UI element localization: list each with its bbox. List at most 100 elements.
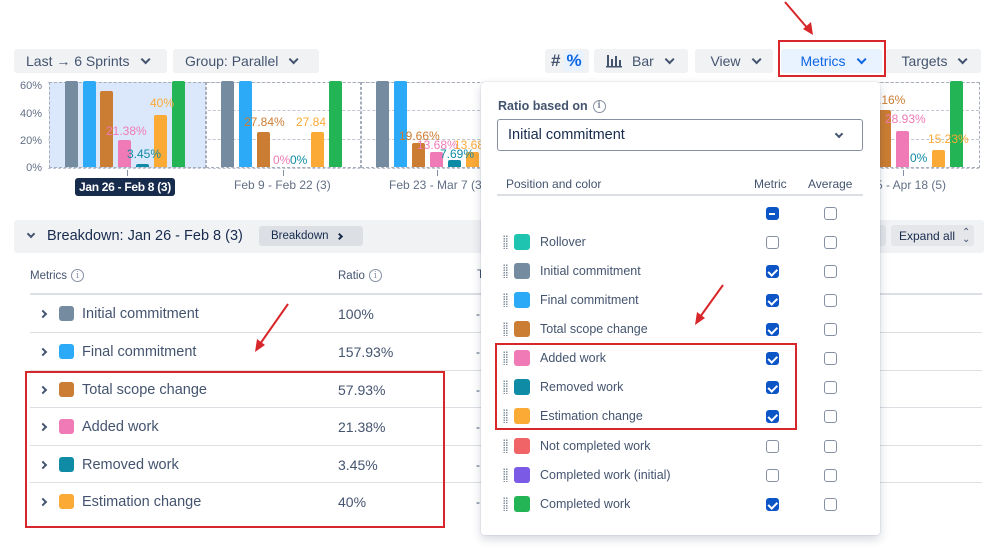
expand-row-icon[interactable] xyxy=(38,497,48,506)
bar-final-commitment[interactable] xyxy=(83,81,96,167)
targets-dropdown[interactable]: Targets xyxy=(885,49,981,73)
number-percent-toggle[interactable]: # % xyxy=(545,49,589,73)
color-swatch[interactable] xyxy=(514,234,530,250)
info-icon[interactable]: i xyxy=(592,99,606,113)
expand-row-icon[interactable] xyxy=(38,460,48,469)
ratio-based-on-select[interactable]: Initial commitment xyxy=(497,119,863,151)
metric-checkbox[interactable] xyxy=(766,440,779,453)
chart-group-apr[interactable]: .16% 28.93% 0% 15.23% xyxy=(870,81,980,168)
drag-handle-icon[interactable] xyxy=(503,351,508,365)
metric-checkbox[interactable] xyxy=(766,469,779,482)
percent-mode-button[interactable]: % xyxy=(564,51,584,71)
metric-checkbox[interactable] xyxy=(766,381,779,394)
drag-handle-icon[interactable] xyxy=(503,409,508,423)
average-checkbox[interactable] xyxy=(824,440,837,453)
metrics-dropdown[interactable]: Metrics xyxy=(781,49,882,73)
average-checkbox[interactable] xyxy=(824,410,837,423)
table-row[interactable]: Initial commitment 100% - xyxy=(30,295,480,332)
expand-row-icon[interactable] xyxy=(38,385,48,394)
metric-checkbox[interactable] xyxy=(766,323,779,336)
select-all-metric-checkbox[interactable] xyxy=(766,207,779,220)
sprint-range-dropdown[interactable]: Last → 6 Sprints xyxy=(14,49,167,73)
bar-total-scope-change[interactable] xyxy=(257,132,270,167)
table-row[interactable]: Removed work 3.45% - xyxy=(30,446,480,483)
bar-removed-work[interactable] xyxy=(448,160,461,167)
drag-handle-icon[interactable] xyxy=(503,380,508,394)
chart-type-dropdown[interactable]: Bar xyxy=(594,49,688,73)
bar-estimation-change[interactable] xyxy=(466,152,479,167)
expand-row-icon[interactable] xyxy=(38,347,48,356)
color-swatch[interactable] xyxy=(514,379,530,395)
bar-total-scope-change[interactable] xyxy=(412,143,425,167)
drag-handle-icon[interactable] xyxy=(503,322,508,336)
expand-all-button[interactable]: Expand all ⌃ ⌄ xyxy=(891,225,974,246)
color-swatch[interactable] xyxy=(514,263,530,279)
color-swatch[interactable] xyxy=(514,438,530,454)
drag-handle-icon[interactable] xyxy=(503,235,508,249)
metric-checkbox[interactable] xyxy=(766,498,779,511)
average-checkbox[interactable] xyxy=(824,323,837,336)
color-swatch[interactable] xyxy=(514,321,530,337)
average-checkbox[interactable] xyxy=(824,381,837,394)
select-all-average-checkbox[interactable] xyxy=(824,207,837,220)
info-icon[interactable]: i xyxy=(368,269,382,282)
expand-row-icon[interactable] xyxy=(38,422,48,431)
chart-group-feb9[interactable]: 27.84% 0% 0% 27.84 xyxy=(206,81,361,168)
average-checkbox[interactable] xyxy=(824,236,837,249)
bar-final-commitment[interactable] xyxy=(394,81,407,167)
metric-checkbox[interactable] xyxy=(766,410,779,423)
drag-handle-icon[interactable] xyxy=(503,439,508,453)
drag-handle-icon[interactable] xyxy=(503,468,508,482)
bar-initial-commitment[interactable] xyxy=(376,81,389,167)
x-label-jan26[interactable]: Jan 26 - Feb 8 (3) xyxy=(75,178,175,196)
drag-handle-icon[interactable] xyxy=(503,264,508,278)
bar-added-work[interactable] xyxy=(896,131,909,167)
drag-handle-icon[interactable] xyxy=(503,497,508,511)
bar-completed-work[interactable] xyxy=(172,81,185,167)
average-checkbox[interactable] xyxy=(824,498,837,511)
bar-removed-work[interactable] xyxy=(136,164,149,167)
table-row[interactable]: Final commitment 157.93% - xyxy=(30,333,480,370)
bar-initial-commitment[interactable] xyxy=(221,81,234,167)
bar-estimation-change[interactable] xyxy=(932,150,945,167)
average-checkbox[interactable] xyxy=(824,352,837,365)
view-dropdown[interactable]: View xyxy=(695,49,773,73)
bar-estimation-change[interactable] xyxy=(154,115,167,167)
color-swatch[interactable] xyxy=(514,350,530,366)
metric-option-name: Estimation change xyxy=(540,409,643,423)
bar-added-work[interactable] xyxy=(430,152,443,167)
bar-completed-work[interactable] xyxy=(950,81,963,167)
metric-checkbox[interactable] xyxy=(766,352,779,365)
table-row[interactable]: Added work 21.38% - xyxy=(30,408,480,445)
number-mode-button[interactable]: # xyxy=(551,51,561,70)
expand-row-icon[interactable] xyxy=(38,309,48,318)
bar-final-commitment[interactable] xyxy=(239,81,252,167)
metric-checkbox[interactable] xyxy=(766,265,779,278)
bar-added-work[interactable] xyxy=(118,140,131,167)
x-label-feb9[interactable]: Feb 9 - Feb 22 (3) xyxy=(234,178,331,192)
bar-estimation-change[interactable] xyxy=(311,132,324,167)
bar-initial-commitment[interactable] xyxy=(65,81,78,167)
average-checkbox[interactable] xyxy=(824,294,837,307)
chart-group-feb23[interactable]: 19.66% 13.68% 7.69% 13.68 xyxy=(361,81,485,168)
bar-total-scope-change[interactable] xyxy=(100,91,113,167)
breakdown-button[interactable]: Breakdown xyxy=(259,226,363,246)
metric-checkbox[interactable] xyxy=(766,236,779,249)
table-row[interactable]: Total scope change 57.93% - xyxy=(30,371,480,408)
bar-completed-work[interactable] xyxy=(329,81,342,167)
color-swatch[interactable] xyxy=(514,496,530,512)
info-icon[interactable]: i xyxy=(71,269,85,282)
average-checkbox[interactable] xyxy=(824,469,837,482)
chart-group-jan26[interactable]: 21.38% 3.45% 40% xyxy=(49,81,206,168)
color-swatch[interactable] xyxy=(514,467,530,483)
color-swatch[interactable] xyxy=(514,408,530,424)
color-swatch[interactable] xyxy=(514,292,530,308)
bar-total-scope-change[interactable] xyxy=(878,110,891,167)
x-label-apr18[interactable]: 5 - Apr 18 (5) xyxy=(876,178,947,192)
average-checkbox[interactable] xyxy=(824,265,837,278)
group-dropdown[interactable]: Group: Parallel xyxy=(173,49,319,73)
drag-handle-icon[interactable] xyxy=(503,293,508,307)
metric-checkbox[interactable] xyxy=(766,294,779,307)
x-label-feb23[interactable]: Feb 23 - Mar 7 (3) xyxy=(389,178,486,192)
table-row[interactable]: Estimation change 40% - xyxy=(30,483,480,520)
